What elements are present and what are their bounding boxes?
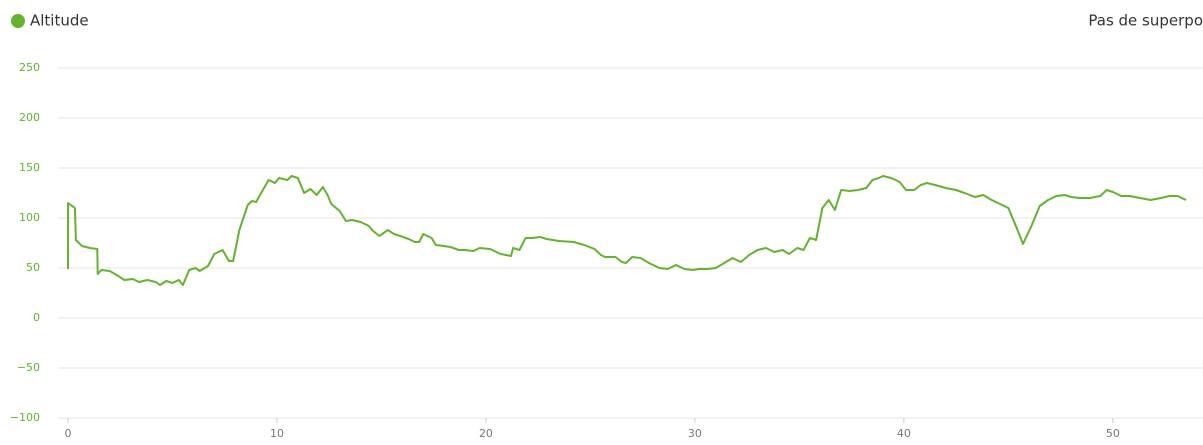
y-tick-label: 50 (26, 261, 40, 274)
x-tick-label: 0 (65, 427, 72, 440)
legend-swatch (11, 14, 25, 28)
y-tick-label: 150 (19, 161, 40, 174)
x-tick-label: 50 (1106, 427, 1120, 440)
x-tick-label: 30 (688, 427, 702, 440)
x-tick-label: 40 (897, 427, 911, 440)
y-tick-label: 0 (33, 311, 40, 324)
y-tick-label: −50 (17, 361, 40, 374)
y-tick-label: −100 (10, 411, 40, 424)
y-tick-label: 100 (19, 211, 40, 224)
altitude-line (67, 175, 1187, 286)
y-tick-label: 250 (19, 61, 40, 74)
x-tick-label: 10 (270, 427, 284, 440)
y-tick-label: 200 (19, 111, 40, 124)
legend-label[interactable]: Altitude (30, 12, 89, 30)
overlay-label[interactable]: Pas de superpo (1088, 12, 1203, 30)
x-tick-label: 20 (479, 427, 493, 440)
